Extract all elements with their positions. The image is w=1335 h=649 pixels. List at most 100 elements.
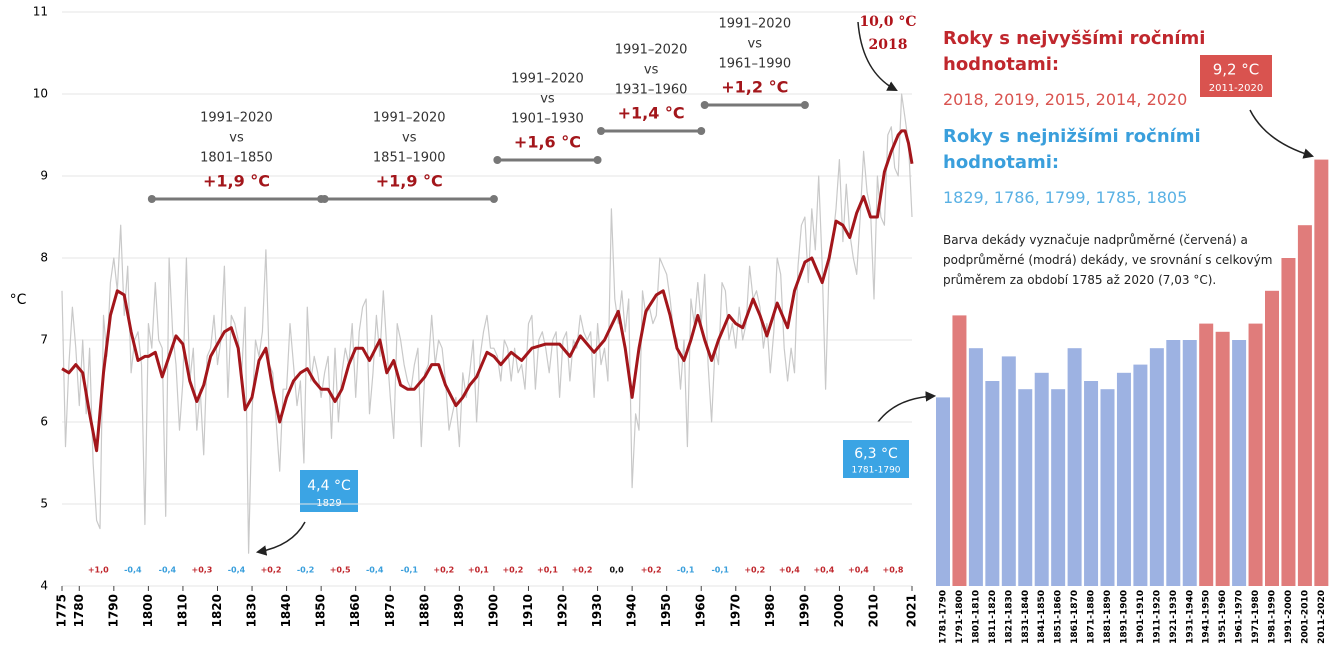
category-label: 1811-1820 — [988, 590, 998, 644]
anomaly-label: -0,1 — [711, 566, 729, 575]
bar — [1199, 323, 1214, 586]
y-tick-label: 7 — [40, 333, 48, 347]
arrow — [877, 391, 937, 423]
y-tick-label: 6 — [40, 415, 48, 429]
bar — [1018, 389, 1033, 586]
segment-end — [147, 195, 156, 203]
callout-box — [1200, 55, 1272, 97]
anomaly-label: +0,3 — [192, 566, 213, 575]
x-tick-label: 1970 — [728, 594, 742, 627]
x-tick-label: 1860 — [348, 594, 362, 627]
category-label: 1791-1800 — [955, 590, 965, 644]
category-label: 1961-1970 — [1235, 590, 1245, 644]
category-label: 1901-1910 — [1136, 590, 1146, 644]
x-tick-label: 1940 — [625, 594, 639, 627]
bar — [936, 397, 950, 586]
bar — [1215, 331, 1230, 586]
comparison-text: vs — [748, 37, 763, 52]
x-tick-label: 1930 — [590, 594, 604, 627]
anomaly-label: +0,5 — [330, 566, 351, 575]
note: Barva dekády vyznačuje nadprůměrné (červ… — [943, 233, 1273, 287]
x-tick-label: 1870 — [383, 594, 397, 627]
category-label: 1881-1890 — [1103, 590, 1113, 644]
callout-sublabel: 2018 — [869, 37, 908, 53]
arrow — [255, 521, 306, 556]
segment-end — [493, 156, 502, 164]
x-tick-label: 1950 — [659, 594, 673, 627]
x-tick-label: 1960 — [694, 594, 708, 627]
comparison-text: 1961–1990 — [718, 57, 791, 72]
category-label: 2011-2020 — [1317, 590, 1327, 644]
comparison-text: 1801–1850 — [200, 151, 273, 166]
segment-end — [597, 127, 606, 135]
anomaly-label: 0,0 — [609, 566, 624, 575]
comparison-text: 1901–1930 — [511, 112, 584, 127]
comparison-text: 1991–2020 — [511, 72, 584, 87]
bar — [1281, 258, 1296, 586]
bar — [1297, 225, 1312, 586]
x-tick-label: 1840 — [279, 594, 293, 627]
bar — [952, 315, 967, 586]
comparison-difference: +1,9 °C — [203, 172, 270, 191]
category-label: 1781-1790 — [939, 590, 949, 644]
bar — [1265, 290, 1279, 586]
x-tick-label: 1890 — [452, 594, 466, 627]
category-label: 1971-1980 — [1251, 590, 1261, 644]
comparison-difference: +1,6 °C — [514, 133, 581, 152]
x-tick-label: 1910 — [521, 594, 535, 627]
anomaly-label: +0,2 — [502, 566, 523, 575]
y-tick-label: 11 — [33, 5, 48, 19]
callout-max: 10,0 °C 2018 — [857, 14, 917, 91]
comparison-text: 1991–2020 — [718, 17, 791, 32]
callout-box — [300, 470, 358, 512]
segment-end — [593, 156, 602, 164]
bar — [1067, 348, 1082, 586]
y-tick-label: 4 — [40, 579, 48, 593]
category-label: 1931-1940 — [1185, 590, 1195, 644]
callout-sublabel: 2011-2020 — [1209, 83, 1264, 94]
category-label: 1851-1860 — [1054, 590, 1064, 644]
bar — [1084, 381, 1099, 586]
category-label: 1801-1810 — [971, 590, 981, 644]
x-tick-label: 1810 — [175, 594, 189, 627]
callout-box — [843, 440, 909, 478]
comparison-text: 1991–2020 — [200, 111, 273, 126]
callout-bar-min: 6,3 °C 1781-1790 — [843, 391, 937, 478]
bar — [968, 348, 983, 586]
x-tick-label: 2000 — [832, 594, 846, 627]
bar — [985, 381, 1000, 586]
bar — [1051, 389, 1066, 586]
anomaly-label: -0,4 — [124, 566, 142, 575]
x-tick-label: 1920 — [556, 594, 570, 627]
x-tick-label: 1900 — [486, 594, 500, 627]
lowest-title: Roky s nejnižšími ročními hodnotami: — [943, 126, 1201, 173]
callout-label: 9,2 °C — [1213, 61, 1260, 79]
bar — [1001, 356, 1016, 586]
y-tick-label: 5 — [40, 497, 48, 511]
anomaly-label: -0,2 — [297, 566, 315, 575]
anomaly-label: -0,1 — [401, 566, 419, 575]
x-tick-label: 2010 — [866, 594, 880, 627]
segment-end — [697, 127, 706, 135]
anomaly-label: +0,4 — [779, 566, 800, 575]
bar — [1182, 340, 1197, 586]
anomaly-label: -0,4 — [228, 566, 246, 575]
category-label: 1831-1840 — [1021, 590, 1031, 644]
anomaly-label: -0,4 — [366, 566, 384, 575]
callout-label: 10,0 °C — [859, 14, 916, 30]
callout-bar-max: 9,2 °C 2011-2020 — [1200, 55, 1315, 159]
y-tick-label: 10 — [33, 87, 48, 101]
annual-line — [61, 93, 913, 554]
anomaly-label: +0,1 — [468, 566, 489, 575]
lowest-years: 1829, 1786, 1799, 1785, 1805 — [943, 188, 1188, 207]
anomaly-label: +0,2 — [433, 566, 454, 575]
category-label: 1911-1920 — [1152, 590, 1162, 644]
category-label: 1951-1960 — [1218, 590, 1228, 644]
anomaly-label: +0,2 — [744, 566, 765, 575]
comparison-text: vs — [402, 131, 417, 146]
bar — [1116, 372, 1131, 586]
comparison-difference: +1,4 °C — [618, 104, 685, 123]
category-label: 1941-1950 — [1202, 590, 1212, 644]
